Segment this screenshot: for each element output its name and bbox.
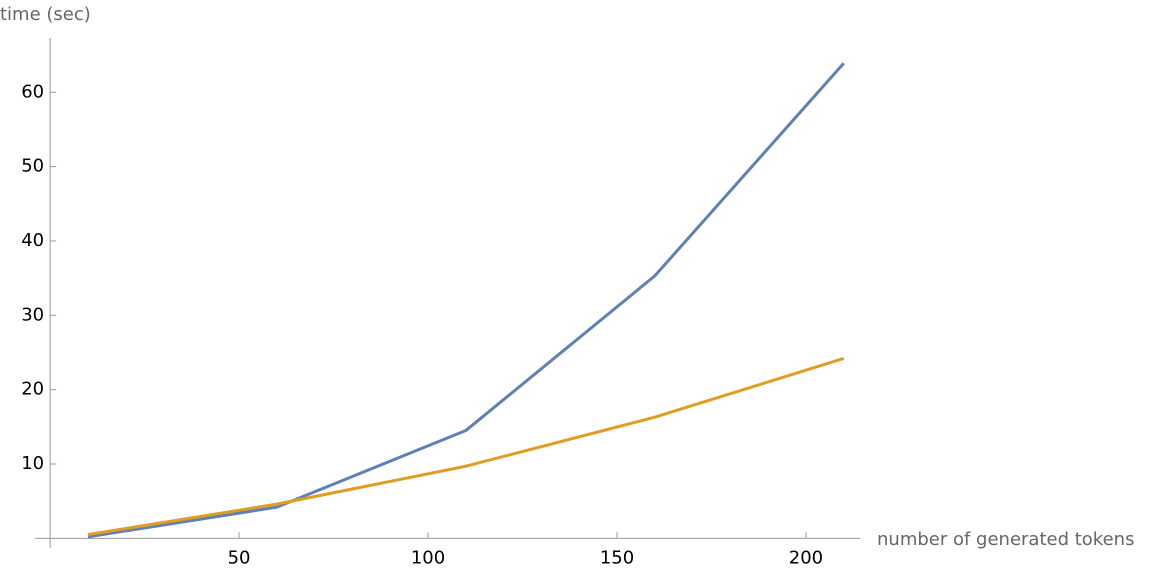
series-line — [87, 62, 845, 539]
y-tick-label: 10 — [21, 453, 44, 474]
x-tick-label: 150 — [600, 547, 634, 568]
y-tick-label: 50 — [21, 156, 44, 177]
y-tick-label: 30 — [21, 304, 44, 325]
x-axis-label: number of generated tokens — [877, 529, 1134, 550]
x-tick-label: 100 — [411, 547, 445, 568]
y-tick-label: 60 — [21, 81, 44, 102]
x-tick-label: 50 — [228, 547, 251, 568]
y-axis-label: time (sec) — [0, 4, 91, 25]
y-tick-label: 40 — [21, 230, 44, 251]
series-line — [87, 356, 845, 537]
y-tick-label: 20 — [21, 379, 44, 400]
x-tick-label: 200 — [789, 547, 823, 568]
